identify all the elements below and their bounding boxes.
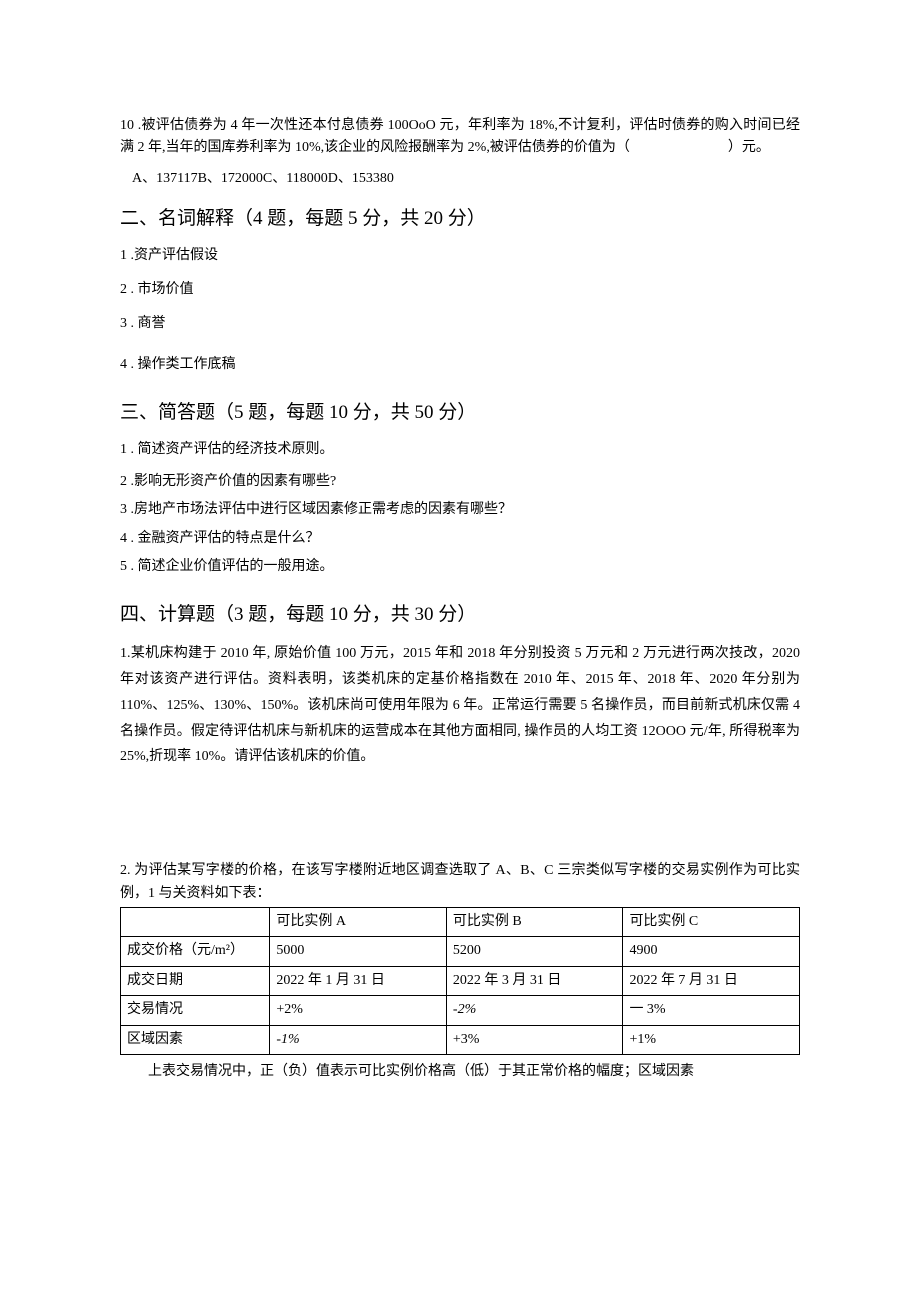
cell: 一 3% xyxy=(623,996,800,1025)
sec3-item-3: 3 .房地产市场法评估中进行区域因素修正需考虑的因素有哪些？ xyxy=(120,499,800,521)
cell: +1% xyxy=(623,1025,800,1054)
table-row: 成交价格（元/m²） 5000 5200 4900 xyxy=(121,937,800,966)
th-c: 可比实例 C xyxy=(623,908,800,937)
th-b: 可比实例 B xyxy=(446,908,623,937)
row-label: 成交日期 xyxy=(121,966,270,995)
cell: 2022 年 7 月 31 日 xyxy=(623,966,800,995)
th-blank xyxy=(121,908,270,937)
sec4-q1: 1.某机床构建于 2010 年, 原始价值 100 万元，2015 年和 201… xyxy=(120,641,800,770)
row-label: 交易情况 xyxy=(121,996,270,1025)
sec4-q2-intro: 2. 为评估某写字楼的价格，在该写字楼附近地区调查选取了 A、B、C 三宗类似写… xyxy=(120,860,800,905)
section2-title: 二、名词解释（4 题，每题 5 分，共 20 分） xyxy=(120,204,800,234)
cell: -1% xyxy=(270,1025,447,1054)
sec3-item-1: 1 . 简述资产评估的经济技术原则。 xyxy=(120,439,800,461)
cell: -2% xyxy=(446,996,623,1025)
spacer xyxy=(120,770,800,860)
table-row: 区域因素 -1% +3% +1% xyxy=(121,1025,800,1054)
q10-text: 10 .被评估债券为 4 年一次性还本付息债券 100OoO 元，年利率为 18… xyxy=(120,115,800,160)
cell: +2% xyxy=(270,996,447,1025)
section3-title: 三、简答题（5 题，每题 10 分，共 50 分） xyxy=(120,398,800,428)
cell: +3% xyxy=(446,1025,623,1054)
q10-block: 10 .被评估债券为 4 年一次性还本付息债券 100OoO 元，年利率为 18… xyxy=(120,115,800,160)
table-header-row: 可比实例 A 可比实例 B 可比实例 C xyxy=(121,908,800,937)
section4-title: 四、计算题（3 题，每题 10 分，共 30 分） xyxy=(120,600,800,630)
cell: 5000 xyxy=(270,937,447,966)
sec3-item-2: 2 .影响无形资产价值的因素有哪些? xyxy=(120,471,800,493)
cell: 2022 年 1 月 31 日 xyxy=(270,966,447,995)
sec3-item-4: 4 . 金融资产评估的特点是什么？ xyxy=(120,528,800,550)
comparison-table: 可比实例 A 可比实例 B 可比实例 C 成交价格（元/m²） 5000 520… xyxy=(120,907,800,1055)
sec2-item-1: 1 .资产评估假设 xyxy=(120,245,800,267)
cell: 2022 年 3 月 31 日 xyxy=(446,966,623,995)
row-label: 区域因素 xyxy=(121,1025,270,1054)
cell: 4900 xyxy=(623,937,800,966)
row-label: 成交价格（元/m²） xyxy=(121,937,270,966)
table-row: 成交日期 2022 年 1 月 31 日 2022 年 3 月 31 日 202… xyxy=(121,966,800,995)
table-footnote: 上表交易情况中，正（负）值表示可比实例价格高（低）于其正常价格的幅度；区域因素 xyxy=(120,1061,800,1083)
sec2-item-3: 3 . 商誉 xyxy=(120,313,800,335)
q10-options: A、137117B、172000C、118000D、153380 xyxy=(132,168,800,190)
table-row: 交易情况 +2% -2% 一 3% xyxy=(121,996,800,1025)
cell: 5200 xyxy=(446,937,623,966)
sec2-item-2: 2 . 市场价值 xyxy=(120,279,800,301)
sec3-item-5: 5 . 简述企业价值评估的一般用途。 xyxy=(120,556,800,578)
th-a: 可比实例 A xyxy=(270,908,447,937)
sec2-item-4: 4 . 操作类工作底稿 xyxy=(120,354,800,376)
